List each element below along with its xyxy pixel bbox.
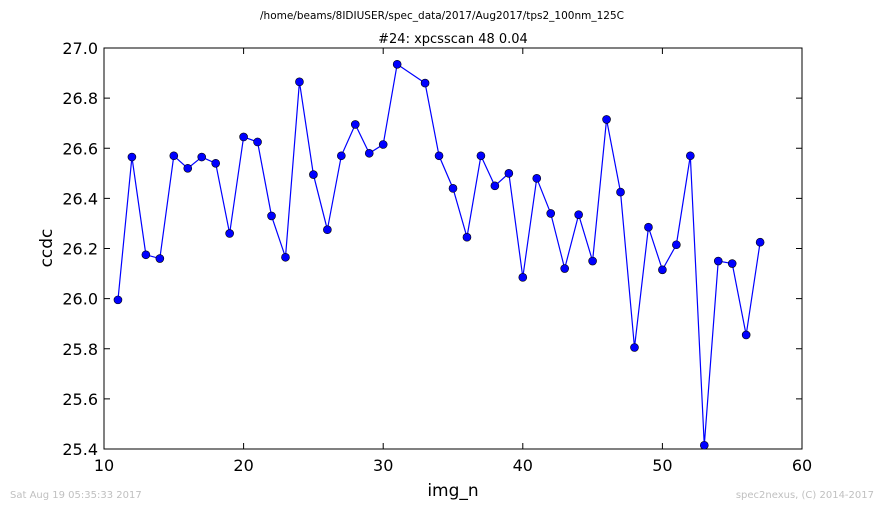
x-axis-label: img_n (427, 481, 478, 501)
data-series (113, 59, 765, 450)
y-tick-label: 26.6 (62, 139, 98, 158)
data-point (686, 151, 695, 161)
x-axis-ticks: 10 20 30 40 50 60 (94, 48, 812, 475)
data-point (462, 232, 472, 242)
plot-area (103, 47, 803, 450)
data-point (602, 115, 611, 124)
data-point (532, 174, 542, 183)
y-tick-label: 26.4 (62, 189, 98, 208)
data-point (183, 164, 193, 173)
data-point (239, 132, 248, 142)
y-tick-label: 25.4 (62, 440, 98, 459)
data-point (295, 77, 304, 87)
data-point (630, 343, 639, 352)
y-axis-ticks: 25.4 25.6 25.8 26.0 26.2 26.4 26.6 26.8 27.0 (62, 39, 802, 459)
series-line (117, 63, 761, 446)
data-point (658, 265, 667, 275)
chart-title: #24: xpcsscan 48 0.04 (378, 32, 528, 47)
y-tick-label: 26.2 (62, 240, 98, 259)
data-point (699, 440, 709, 450)
data-point (574, 210, 583, 219)
data-point (518, 273, 528, 282)
data-point (141, 250, 151, 260)
y-tick-label: 26.0 (62, 290, 98, 309)
x-tick-label: 50 (652, 456, 672, 475)
data-point (476, 151, 486, 161)
data-point (197, 152, 207, 162)
data-point (672, 240, 681, 250)
data-point (253, 137, 262, 147)
x-tick-label: 30 (373, 456, 393, 475)
data-point (169, 151, 179, 161)
y-tick-label: 25.8 (62, 340, 98, 359)
data-point (713, 256, 723, 266)
data-point (741, 330, 751, 340)
data-point (378, 140, 388, 149)
footer-timestamp: Sat Aug 19 05:35:33 2017 (10, 490, 142, 501)
data-point (155, 254, 165, 263)
y-tick-label: 26.8 (62, 89, 98, 108)
data-point (127, 152, 137, 162)
data-point (546, 209, 556, 218)
data-point (225, 229, 234, 238)
data-point (364, 148, 374, 158)
x-tick-label: 40 (513, 456, 533, 475)
data-point (490, 181, 500, 191)
data-point (588, 256, 597, 266)
data-point (434, 151, 444, 161)
x-tick-label: 60 (792, 456, 812, 475)
data-point (560, 264, 569, 273)
data-point (113, 295, 123, 305)
data-point (211, 158, 220, 168)
data-point (392, 59, 402, 69)
data-point (281, 252, 290, 262)
data-point (420, 78, 430, 88)
data-point (323, 225, 332, 235)
data-point (727, 259, 737, 268)
y-tick-label: 27.0 (62, 39, 98, 58)
data-point (337, 151, 346, 161)
data-point (350, 120, 360, 129)
data-point (644, 222, 653, 232)
data-point (504, 169, 514, 178)
data-point (616, 187, 625, 197)
data-point (309, 170, 318, 179)
y-tick-label: 25.6 (62, 390, 98, 409)
data-point (267, 211, 276, 221)
figure-suptitle: /home/beams/8IDIUSER/spec_data/2017/Aug2… (260, 10, 624, 22)
data-point (755, 237, 765, 247)
footer-credit: spec2nexus, (C) 2014-2017 (736, 490, 874, 501)
x-tick-label: 20 (233, 456, 253, 475)
y-axis-label: ccdc (37, 229, 57, 268)
x-tick-label: 10 (94, 456, 114, 475)
data-point (448, 184, 458, 193)
